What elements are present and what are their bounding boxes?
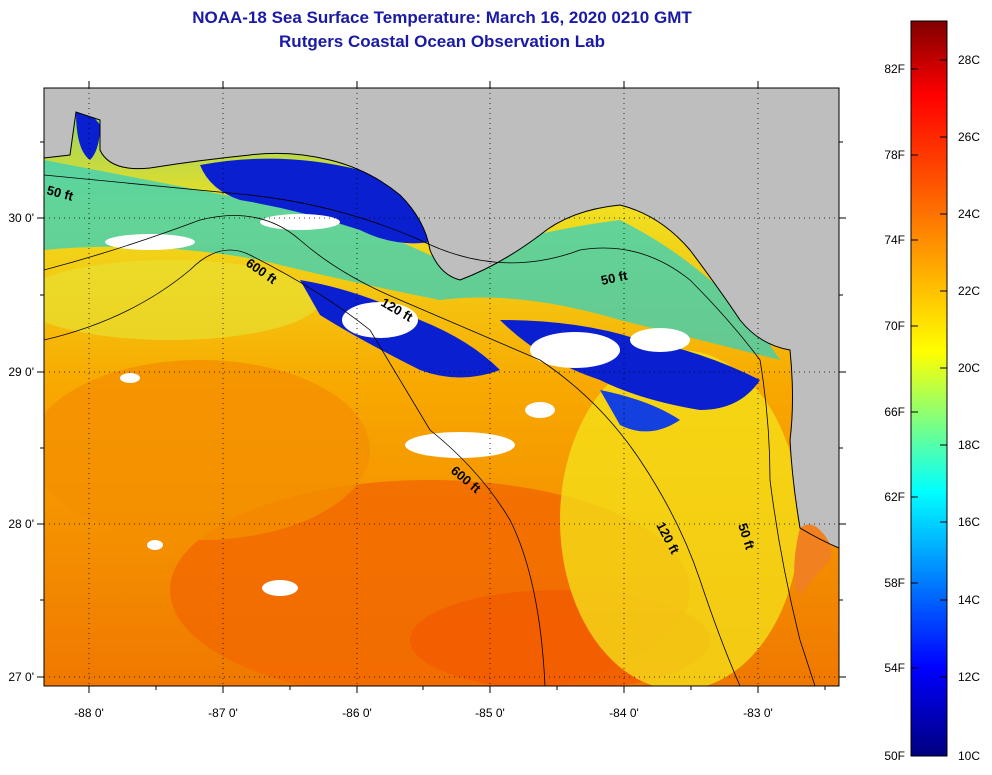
warm-water-region	[44, 360, 370, 540]
lat-label: 29 0'	[8, 365, 34, 379]
cloud-patch	[262, 580, 298, 596]
cloud-patch	[342, 302, 418, 338]
land-mass	[44, 88, 839, 548]
colorbar-c-label: 16C	[958, 515, 980, 529]
cloud-patch	[120, 373, 140, 383]
cool-water-band	[44, 160, 780, 360]
colorbar-c-label: 26C	[958, 130, 980, 144]
contour-120ft	[44, 215, 741, 686]
colorbar-c-label: 12C	[958, 670, 980, 684]
colorbar-f-label: 50F	[884, 749, 905, 763]
colorbar-f-label: 70F	[884, 319, 905, 333]
lat-label: 30 0'	[8, 211, 34, 225]
chart-title: NOAA-18 Sea Surface Temperature: March 1…	[192, 8, 692, 27]
cloud-patch	[525, 402, 555, 418]
shelf-water-region	[44, 260, 320, 340]
colorbar-c-label: 24C	[958, 207, 980, 221]
cold-water-region	[200, 158, 440, 244]
colorbar-c-label: 10C	[958, 749, 980, 763]
bay-water	[794, 524, 832, 594]
cloud-patch	[630, 328, 690, 352]
cloud-patch	[105, 234, 195, 250]
cold-water-region	[76, 111, 100, 160]
lon-label: -85 0'	[475, 706, 505, 720]
cloud-patch	[405, 432, 515, 458]
cloud-patch	[260, 214, 340, 230]
colorbar-f-label: 62F	[884, 490, 905, 504]
coastline	[44, 111, 839, 549]
contour-label: 50 ft	[600, 268, 630, 288]
lat-label: 28 0'	[8, 517, 34, 531]
colorbar-f-label: 74F	[884, 233, 905, 247]
lon-label: -87 0'	[208, 706, 238, 720]
cold-water-region	[600, 390, 680, 432]
colorbar	[910, 20, 948, 757]
cloud-patch	[147, 540, 163, 550]
lon-label: -86 0'	[342, 706, 372, 720]
contour-50ft	[44, 174, 816, 686]
lon-label: -84 0'	[609, 706, 639, 720]
cloud-patch	[530, 332, 620, 368]
colorbar-ticks	[911, 59, 947, 678]
colorbar-c-label: 28C	[958, 53, 980, 67]
colorbar-c-label: 20C	[958, 361, 980, 375]
colorbar-f-label: 82F	[884, 62, 905, 76]
colorbar-f-label: 58F	[884, 576, 905, 590]
contour-600ft	[44, 249, 546, 686]
lat-label: 27 0'	[8, 670, 34, 684]
colorbar-f-label: 66F	[884, 405, 905, 419]
colorbar-c-label: 14C	[958, 593, 980, 607]
colorbar-f-label: 78F	[884, 148, 905, 162]
colorbar-c-label: 18C	[958, 438, 980, 452]
sst-image: 50 ft 600 ft 120 ft 50 ft 600 ft 120 ft …	[44, 88, 839, 686]
chart-subtitle: Rutgers Coastal Ocean Observation Lab	[279, 32, 605, 51]
colorbar-c-label: 22C	[958, 284, 980, 298]
map-frame	[43, 87, 840, 687]
shelf-water-region	[560, 350, 800, 686]
lon-label: -88 0'	[74, 706, 104, 720]
contour-label: 50 ft	[45, 182, 75, 204]
axis-ticks	[37, 81, 846, 693]
lon-label: -83 0'	[743, 706, 773, 720]
colorbar-f-label: 54F	[884, 661, 905, 675]
